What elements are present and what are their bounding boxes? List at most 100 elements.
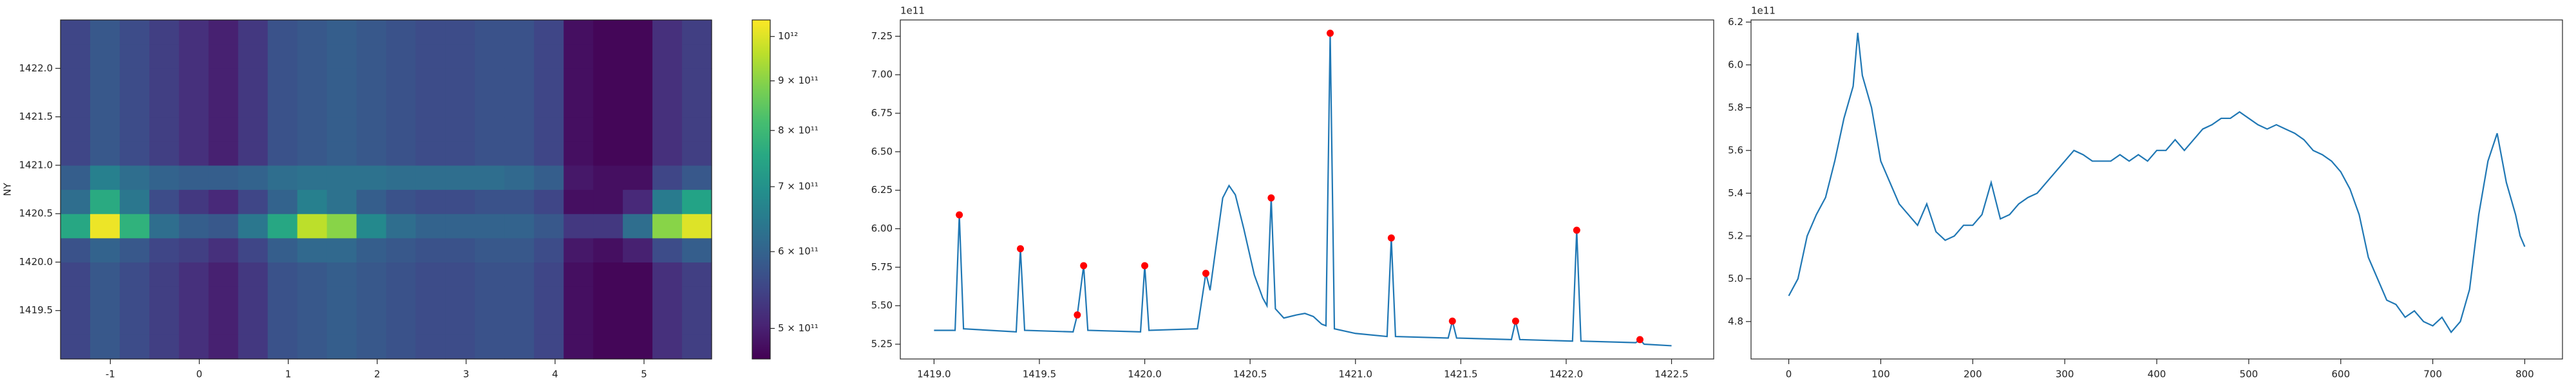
heat-cell	[178, 310, 209, 335]
heat-cell	[297, 189, 328, 214]
y-tick-label: 5.50	[871, 300, 893, 311]
heat-cell	[327, 165, 357, 190]
heat-cell	[297, 116, 328, 142]
heat-cell	[623, 335, 653, 360]
peak-marker	[1074, 311, 1081, 319]
heat-cell	[178, 165, 209, 190]
heat-cell	[208, 237, 239, 263]
heat-cell	[356, 310, 387, 335]
heat-cell	[652, 214, 683, 239]
heat-cell	[356, 165, 387, 190]
heat-cell	[564, 214, 594, 239]
heat-cell	[238, 20, 269, 45]
heat-cell	[445, 214, 475, 239]
heat-cell	[682, 237, 712, 263]
heat-cell	[445, 20, 475, 45]
heat-cell	[356, 44, 387, 69]
heat-cell	[386, 237, 417, 263]
heat-cell	[149, 20, 180, 45]
y-tick-label: 1421.0	[19, 159, 53, 170]
plot-frame	[900, 19, 1714, 360]
heat-cell	[327, 141, 357, 166]
heat-cell	[90, 20, 120, 45]
heat-cell	[623, 262, 653, 287]
heat-cell	[682, 68, 712, 93]
heat-cell	[119, 92, 150, 118]
heat-cell	[178, 286, 209, 311]
heat-cell	[564, 335, 594, 360]
heat-cell	[623, 189, 653, 214]
heat-cell	[504, 262, 535, 287]
heat-cell	[504, 68, 535, 93]
heat-cell	[119, 189, 150, 214]
heat-cell	[682, 44, 712, 69]
heat-cell	[682, 141, 712, 166]
heat-cell	[297, 92, 328, 118]
heat-cell	[534, 310, 564, 335]
heat-cell	[119, 262, 150, 287]
heat-cell	[593, 68, 623, 93]
heat-cell	[90, 116, 120, 142]
heat-cell	[445, 189, 475, 214]
heat-cell	[149, 335, 180, 360]
heat-cell	[267, 20, 298, 45]
y-tick-label: 6.75	[871, 107, 893, 119]
heat-cell	[564, 262, 594, 287]
heat-cell	[149, 189, 180, 214]
heat-cell	[238, 262, 269, 287]
heat-cell	[475, 165, 505, 190]
y-tick-label: 6.0	[1728, 59, 1743, 70]
heat-cell	[149, 92, 180, 118]
line-series	[934, 33, 1672, 347]
heat-cell	[238, 116, 269, 142]
heat-cell	[682, 335, 712, 360]
peak-marker	[1267, 194, 1275, 202]
heat-cell	[475, 20, 505, 45]
plot-frame	[60, 19, 712, 360]
axis-offset: 1e11	[900, 5, 925, 17]
heat-cell	[682, 286, 712, 311]
y-tick-label: 5.0	[1728, 273, 1743, 284]
x-tick-label: 1	[285, 369, 292, 380]
heat-cell	[415, 68, 446, 93]
heat-cell	[238, 141, 269, 166]
heat-cell	[415, 116, 446, 142]
heat-cell	[652, 189, 683, 214]
x-tick-label: 1422.5	[1654, 369, 1689, 380]
heat-cell	[593, 286, 623, 311]
heat-cell	[208, 68, 239, 93]
heat-cell	[652, 286, 683, 311]
heat-cell	[267, 116, 298, 142]
heat-cell	[475, 214, 505, 239]
heat-cell	[267, 68, 298, 93]
heat-cell	[149, 68, 180, 93]
heat-cell	[623, 165, 653, 190]
heat-cell	[475, 92, 505, 118]
x-tick-label: 500	[2240, 369, 2259, 380]
heat-cell	[356, 262, 387, 287]
heat-cell	[386, 141, 417, 166]
heat-cell	[652, 44, 683, 69]
heat-cell	[238, 44, 269, 69]
x-tick-label: 0	[1786, 369, 1792, 380]
heat-cell	[593, 141, 623, 166]
heat-cell	[445, 310, 475, 335]
x-tick-label: 1421.0	[1339, 369, 1373, 380]
colorbar-tick-label: 7 × 10¹¹	[778, 181, 819, 192]
x-tick-label: 1420.0	[1128, 369, 1162, 380]
heat-cell	[149, 116, 180, 142]
heat-cell	[149, 44, 180, 69]
heat-cell	[534, 214, 564, 239]
plot-frame	[1750, 19, 2563, 360]
heat-cell	[475, 141, 505, 166]
heat-cell	[238, 68, 269, 93]
heat-cell	[208, 44, 239, 69]
heat-cell	[297, 214, 328, 239]
heat-cell	[623, 214, 653, 239]
heat-cell	[386, 214, 417, 239]
heat-cell	[445, 44, 475, 69]
heat-cell	[119, 286, 150, 311]
heat-cell	[238, 335, 269, 360]
heat-cell	[119, 165, 150, 190]
heat-cell	[208, 335, 239, 360]
